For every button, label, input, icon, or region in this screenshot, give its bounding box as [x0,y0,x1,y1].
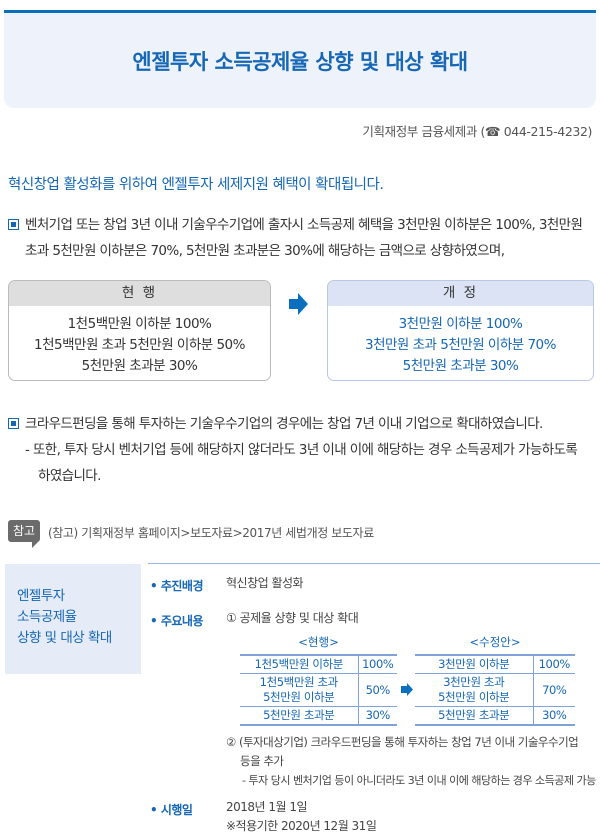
revised-row: 5천만원 초과분 30% [402,358,519,374]
page-title: 엔젤투자 소득공제율 상향 및 대상 확대 [132,49,468,74]
main-item-2: ② (투자대상기업) 크라우드펀딩을 통해 투자하는 창업 7년 이내 기술우수… [226,733,596,790]
divider [148,563,600,564]
cell: 100% [532,654,575,674]
current-box: 현 행 1천5백만원 이하분 100% 1천5백만원 초과 5천만원 이하분 5… [8,280,271,381]
revised-row: 3천만원 이하분 100% [398,316,523,332]
revised-table: 3천만원 이하분 100% 3천만원 초과 5천만원 이하분 70% 5천만원 초과… [415,654,575,726]
current-table: 1천5백만원 이하분 100% 1천5백만원 초과 5천만원 이하분 50% 5천만… [240,654,397,726]
summary-side-title: 엔젤투자 소득공제율 상향 및 대상 확대 [5,564,141,674]
main-item-2-line: ② (투자대상기업) 크라우드펀딩을 통해 투자하는 창업 7년 이내 기술우수… [226,735,579,749]
current-table-caption: <현행> [298,635,339,649]
cell: 50% [357,673,397,707]
current-row: 1천5백만원 이하분 100% [67,316,212,332]
revised-table-caption: <수정안> [469,635,521,649]
title-banner: 엔젤투자 소득공제율 상향 및 대상 확대 [4,10,596,108]
reference-link[interactable]: (참고) 기획재정부 홈페이지>보도자료>2017년 세법개정 보도자료 [48,526,374,540]
main-item-2-sub: - 투자 당시 벤처기업 등이 아니더라도 3년 이내 이에 해당하는 경우 소… [242,774,596,787]
revised-box: 개 정 3천만원 이하분 100% 3천만원 초과 5천만원 이하분 70% 5… [327,280,594,381]
current-row: 5천만원 초과분 30% [81,358,198,374]
paragraph-2: 크라우드펀딩을 통해 투자하는 기술우수기업의 경우에는 창업 7년 이내 기업… [8,411,578,489]
cell: 30% [357,706,397,726]
revised-box-body: 3천만원 이하분 100% 3천만원 초과 5천만원 이하분 70% 5천만원 … [328,306,593,377]
table-row: 3천만원 초과 5천만원 이하분 70% [415,673,575,707]
cell: 5천만원 초과분 [415,706,533,726]
table-row: 1천5백만원 이하분 100% [240,654,397,674]
cell: 100% [357,654,397,674]
main-label: • 주요내용 [150,614,204,628]
paragraph-1: 벤처기업 또는 창업 3년 이내 기술우수기업에 출자시 소득공제 혜택을 3천… [8,212,583,264]
para2-sub2: 하였습니다. [38,468,101,484]
side-line: 소득공제율 [17,609,77,625]
main-item-1: ① 공제율 상향 및 대상 확대 [226,611,359,625]
reference-tag: 참고 [8,520,40,548]
para1-line2: 초과 5천만원 이하분은 70%, 5천만원 초과분은 30%에 해당하는 금액… [25,243,505,259]
cell: 3천만원 초과 5천만원 이하분 [415,673,533,707]
cell: 1천5백만원 이하분 [240,654,358,674]
cell: 3천만원 이하분 [415,654,533,674]
square-bullet-icon [8,418,19,429]
arrow-right-icon [289,293,308,315]
para2-line1: 크라우드펀딩을 통해 투자하는 기술우수기업의 경우에는 창업 7년 이내 기업… [25,416,543,432]
current-row: 1천5백만원 초과 5천만원 이하분 50% [34,337,245,353]
cell: 70% [532,673,575,707]
square-bullet-icon [8,219,19,230]
table-row: 1천5백만원 초과 5천만원 이하분 50% [240,673,397,707]
para1-line1: 벤처기업 또는 창업 3년 이내 기술우수기업에 출자시 소득공제 혜택을 3천… [25,217,583,233]
table-row: 3천만원 이하분 100% [415,654,575,674]
table-row: 5천만원 초과분 30% [415,706,575,726]
para2-sub1: - 또한, 투자 당시 벤처기업 등에 해당하지 않더라도 3년 이내 이에 해… [25,442,578,458]
date-note: ※적용기한 2020년 12월 31일 [226,819,377,833]
side-line: 엔젤투자 [17,588,65,604]
intro-text: 혁신창업 활성화를 위하여 엔젤투자 세제지원 혜택이 확대됩니다. [8,177,384,193]
current-box-title: 현 행 [9,281,270,306]
date-block: 2018년 1월 1일 ※적용기한 2020년 12월 31일 [226,798,377,836]
revised-table-block: <수정안> 3천만원 이하분 100% 3천만원 초과 5천만원 이하분 70% 5… [415,634,575,726]
table-row: 5천만원 초과분 30% [240,706,397,726]
cell: 5천만원 초과분 [240,706,358,726]
cell: 1천5백만원 초과 5천만원 이하분 [240,673,358,707]
current-box-body: 1천5백만원 이하분 100% 1천5백만원 초과 5천만원 이하분 50% 5… [9,306,270,377]
revised-box-title: 개 정 [328,281,593,306]
main-item-2-line: 등을 추가 [240,754,284,768]
background-value: 혁신창업 활성화 [226,576,304,590]
cell: 30% [532,706,575,726]
date-label: • 시행일 [150,803,193,817]
date-value: 2018년 1월 1일 [226,800,308,814]
revised-row: 3천만원 초과 5천만원 이하분 70% [365,337,556,353]
contact-info: 기획재정부 금융세제과 (☎ 044-215-4232) [362,124,592,139]
background-label: • 추진배경 [150,579,204,593]
side-line: 상향 및 대상 확대 [17,630,112,646]
arrow-right-icon [401,683,413,696]
current-table-block: <현행> 1천5백만원 이하분 100% 1천5백만원 초과 5천만원 이하분 50… [240,634,397,726]
